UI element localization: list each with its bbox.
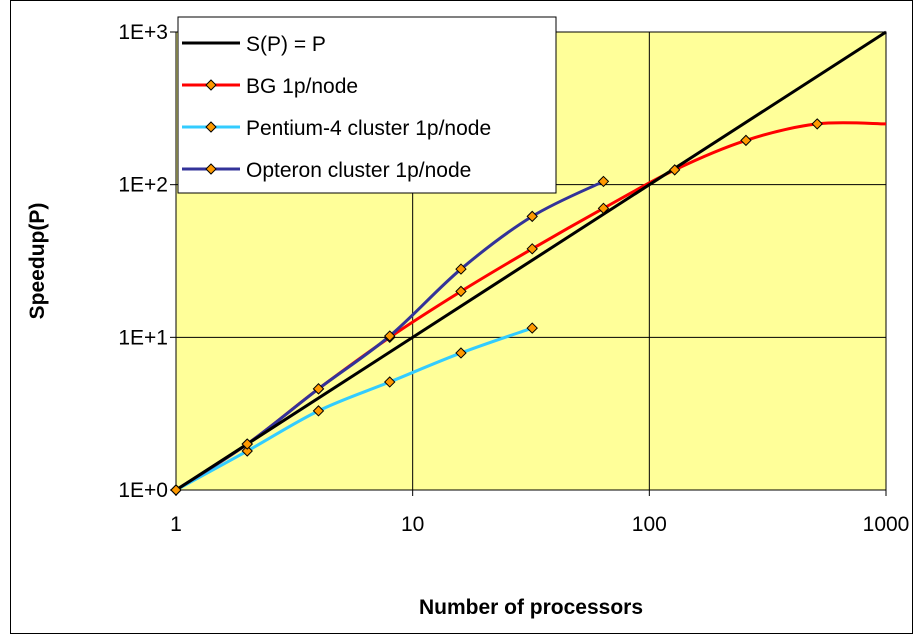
series-markers — [170, 118, 823, 496]
legend-label-s-p-p: S(P) = P — [246, 33, 326, 56]
data-point-bg-1p-node — [668, 164, 681, 176]
x-tick-label: 1 — [170, 513, 182, 536]
x-axis-title: Number of processors — [419, 596, 643, 619]
data-point-pentium-4-cluster-1p-node — [455, 347, 467, 359]
data-point-pentium-4-cluster-1p-node — [384, 376, 396, 388]
legend-label-bg-1p-node: BG 1p/node — [246, 75, 358, 98]
data-point-opteron-cluster-1p-node — [384, 330, 396, 342]
legend-box — [177, 16, 557, 194]
x-tick-label: 1000 — [863, 513, 910, 536]
legend-marker-pentium-4-cluster-1p-node — [205, 121, 217, 133]
data-point-bg-1p-node — [811, 118, 823, 130]
data-point-pentium-4-cluster-1p-node — [526, 322, 538, 334]
data-point-opteron-cluster-1p-node — [312, 383, 325, 395]
x-tick-label: 10 — [401, 513, 424, 536]
data-point-pentium-4-cluster-1p-node — [312, 405, 325, 417]
data-point-bg-1p-node — [526, 243, 538, 255]
y-tick-label: 1E+2 — [118, 174, 168, 197]
data-point-opteron-cluster-1p-node — [170, 484, 182, 496]
data-point-pentium-4-cluster-1p-node — [241, 445, 253, 457]
data-point-bg-1p-node — [455, 285, 467, 298]
y-tick-label: 1E+3 — [118, 21, 168, 44]
y-tick-label: 1E+0 — [118, 479, 168, 502]
x-tick-label: 100 — [632, 513, 667, 536]
y-axis-title: Speedup(P) — [26, 203, 49, 320]
y-tick-label: 1E+1 — [118, 326, 168, 349]
data-point-bg-1p-node — [740, 134, 752, 147]
data-point-bg-1p-node — [597, 202, 610, 215]
legend-marker-bg-1p-node — [205, 79, 217, 91]
data-point-opteron-cluster-1p-node — [526, 210, 538, 223]
legend-marker-opteron-cluster-1p-node — [205, 163, 217, 175]
legend: S(P) = P BG 1p/node Pentium-4 cluster 1p/n… — [177, 16, 557, 194]
series-line-pentium-4-cluster-1p-node — [175, 326, 533, 492]
data-point-opteron-cluster-1p-node — [455, 263, 467, 275]
legend-label-opteron-cluster-1p-node: Opteron cluster 1p/node — [246, 159, 471, 182]
legend-label-pentium-4-cluster-1p-node: Pentium-4 cluster 1p/node — [246, 117, 491, 140]
data-point-opteron-cluster-1p-node — [241, 438, 253, 450]
series-line-s-p-p — [175, 30, 887, 492]
data-point-opteron-cluster-1p-node — [597, 175, 610, 188]
